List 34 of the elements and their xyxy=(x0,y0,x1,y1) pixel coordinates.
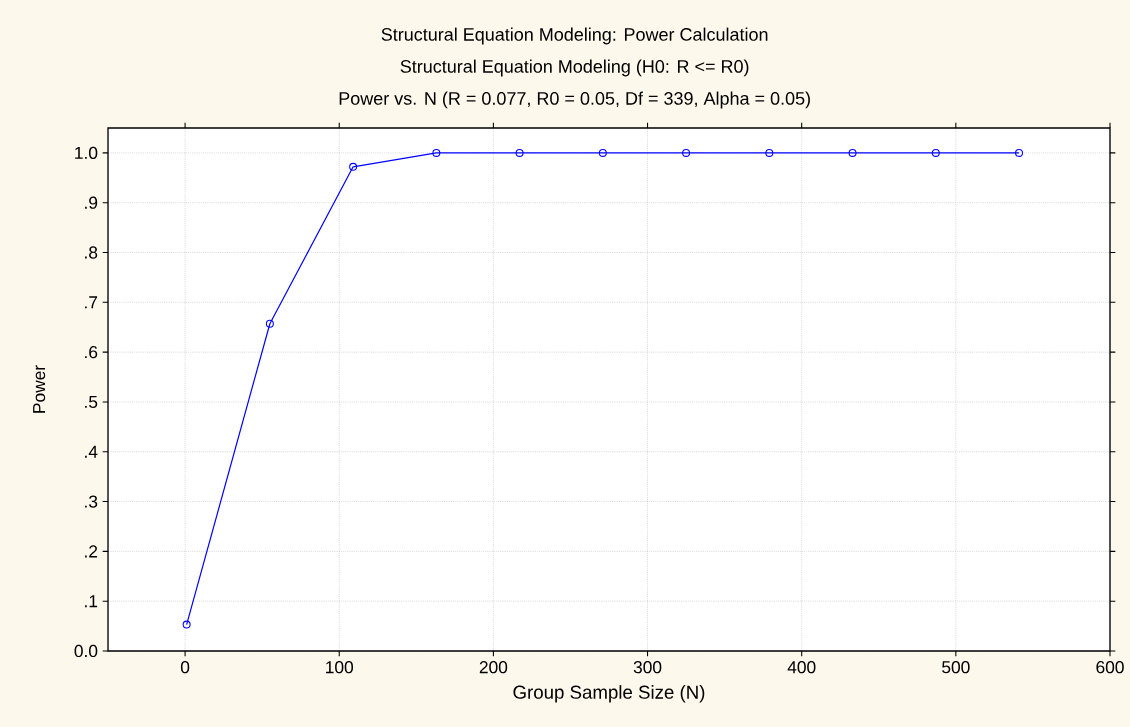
point xyxy=(682,148,691,157)
point xyxy=(765,148,774,157)
x-tick-label: 600 xyxy=(1096,661,1124,674)
point xyxy=(1015,148,1024,157)
x-tick-label: 100 xyxy=(326,661,354,674)
x-tick-label: 200 xyxy=(479,661,508,674)
chart-title: Structural Equation Modeling: Power Calculation xyxy=(381,27,768,45)
y-axis-title: Power xyxy=(33,365,46,413)
y-tick-label: 1.0 xyxy=(75,146,98,160)
point xyxy=(265,319,274,328)
y-tick-label: .4 xyxy=(85,445,98,458)
y-tick-label: .5 xyxy=(85,395,98,408)
point xyxy=(598,148,607,157)
x-tick-label: 300 xyxy=(633,661,662,674)
y-tick-label: .6 xyxy=(85,345,98,359)
y-tick-label: .2 xyxy=(85,545,98,558)
point xyxy=(182,620,191,629)
x-tick-label: 400 xyxy=(787,661,816,674)
text: Power vs. N (R = 0.077, R0 = 0.05, Df = 339, Alpha = 0.05) xyxy=(339,91,810,109)
y-tick-label: .8 xyxy=(85,246,98,259)
point xyxy=(515,148,524,157)
y-tick-label: .7 xyxy=(85,296,98,309)
y-tick-label: .9 xyxy=(85,196,98,209)
y-tick-label: .1 xyxy=(85,595,98,608)
x-tick-label: 0 xyxy=(180,661,190,674)
point xyxy=(848,148,857,157)
point xyxy=(931,148,940,157)
y-tick-label: .3 xyxy=(85,495,98,508)
chart-subtitle: Structural Equation Modeling (H0: R <= R0) xyxy=(400,59,749,77)
point xyxy=(349,162,358,171)
x-axis-title: Group Sample Size (N) xyxy=(513,685,705,703)
point xyxy=(432,148,441,157)
y-tick-label: 0.0 xyxy=(74,644,98,658)
x-tick-label: 500 xyxy=(942,661,970,674)
